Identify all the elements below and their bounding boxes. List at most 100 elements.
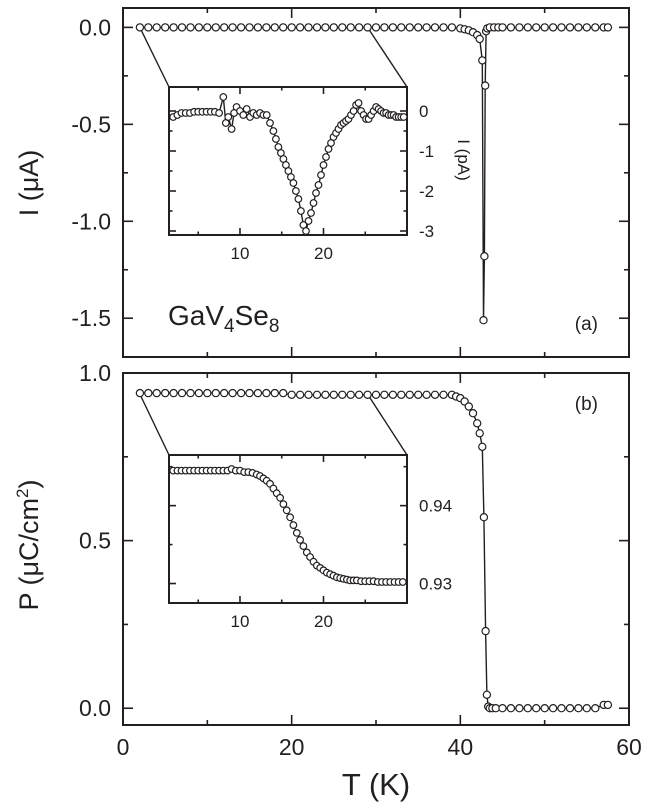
- panel-b-series-point: [414, 390, 423, 399]
- panel-a-zoom-lines: [139, 27, 408, 88]
- panel-a-inset-series-point: [312, 189, 320, 197]
- panel-a-y-tick-label: -1.5: [71, 305, 111, 331]
- panel-a-series-point: [523, 23, 533, 32]
- panel-b-ticks: [122, 372, 630, 725]
- panel-a-inset-series-point: [266, 119, 274, 127]
- panel-b-series-point: [506, 704, 516, 713]
- sample-label-mid: Se: [235, 300, 269, 331]
- panel-b-inset-series-point: [282, 506, 291, 515]
- panel-b-series-point: [478, 442, 487, 451]
- panel-a-inset-series-point: [314, 181, 323, 189]
- panel-b-inset-series-point: [276, 493, 285, 502]
- panel-b-inset-series-point: [296, 536, 305, 544]
- panel-b-inset-series-points: [169, 465, 407, 586]
- panel-b-x-tick-label: 40: [448, 734, 474, 760]
- panel-b-y-tick-label: 1.0: [79, 360, 111, 386]
- panel-b-series-point: [279, 388, 288, 398]
- panel-a-series-point: [228, 23, 237, 32]
- panel-b-frame: [122, 372, 630, 726]
- sample-label-sub2: 8: [269, 316, 280, 337]
- panel-a-series-point: [194, 23, 204, 32]
- panel-a-series-point: [144, 23, 153, 32]
- panel-b-series-point: [439, 390, 448, 399]
- panel-a-ticks: [122, 8, 630, 357]
- panel-b-series-point: [548, 704, 558, 713]
- panel-b-y-axis-label-end: ): [14, 479, 44, 488]
- panel-b-series-point: [203, 388, 212, 398]
- panel-b-inset-series-point: [279, 500, 288, 509]
- panel-b-inset-x-tick-label: 20: [314, 612, 333, 631]
- panel-b-series-point: [219, 388, 229, 398]
- panel-a-series-point: [169, 23, 178, 32]
- panel-a-series-point: [479, 316, 488, 325]
- panel-a-inset-series-point: [219, 93, 228, 101]
- panel-b-series-point: [169, 388, 178, 398]
- panel-b: 0.0 0.5 1.0 0 20 40 60 P (μC/cm2) T (K) (b) 1…: [13, 360, 642, 802]
- panel-b-zoom-lines: [139, 393, 408, 456]
- panel-a-series-point: [371, 23, 381, 32]
- panel-b-inset-series-point: [299, 542, 308, 550]
- panel-a-inset-series-point: [319, 161, 328, 169]
- panel-a-series-point: [203, 23, 212, 32]
- panel-a-series-point: [475, 34, 484, 44]
- panel-b-series-point: [194, 388, 204, 398]
- panel-b-y-axis-label: P (μC/cm2): [13, 479, 44, 610]
- panel-b-zoom-line: [139, 393, 170, 456]
- panel-a-inset-series-point: [317, 171, 325, 179]
- panel-a-series-point: [346, 23, 355, 32]
- panel-b-series-point: [135, 388, 145, 398]
- panel-b-inset-ticks: [169, 455, 407, 603]
- panel-a-series-point: [152, 23, 161, 32]
- panel-a-inset-series-point: [262, 111, 271, 119]
- panel-b-series-point: [160, 388, 170, 398]
- panel-b-series-point: [464, 402, 473, 411]
- panel-b-y-axis-label-sup: 2: [13, 488, 32, 497]
- panel-b-series-point: [532, 704, 541, 713]
- panel-b-inset-x-tick-labels: 10 20: [231, 612, 333, 631]
- panel-b-series-point: [329, 390, 338, 399]
- panel-a-series-point: [236, 23, 246, 32]
- panel-a-inset-series-point: [354, 99, 363, 107]
- panel-a-series-point: [321, 23, 330, 32]
- panel-a-inset-series-point: [227, 125, 236, 133]
- panel-b-inset: 10 20 0.93 0.94: [168, 454, 452, 631]
- panel-b-series-point: [523, 704, 533, 713]
- panel-b-series-point: [397, 390, 406, 399]
- panel-b-inset-series-point: [292, 529, 301, 537]
- panel-a-inset-series-point: [239, 111, 248, 119]
- panel-a-series-point: [439, 23, 448, 32]
- panel-a-inset-y-tick-label: -2: [419, 182, 434, 201]
- panel-b-series-point: [321, 390, 330, 399]
- panel-a-y-tick-label: -1.0: [71, 208, 111, 234]
- panel-b-inset-y-tick-label: 0.94: [419, 497, 452, 516]
- panel-b-label: (b): [575, 394, 598, 415]
- panel-a-inset-series-point: [322, 153, 330, 161]
- panel-b-series-point: [363, 390, 372, 399]
- panel-a-series-point: [591, 23, 600, 32]
- panel-a-inset-series-point: [242, 105, 251, 113]
- panel-b-inset-series-point: [398, 578, 407, 586]
- panel-a-series-point: [574, 23, 583, 32]
- panel-a-inset-y-tick-labels: 0 -1 -2 -3: [419, 102, 434, 241]
- panel-b-series-point: [245, 388, 254, 398]
- panel-a: 0.0 -0.5 -1.0 -1.5 I (μA) (a) GaV4Se8 10 20 …: [14, 7, 630, 358]
- panel-b-x-tick-labels: 0 20 40 60: [117, 734, 642, 760]
- panel-a-zoom-line: [366, 27, 408, 88]
- panel-b-series-point: [295, 390, 305, 399]
- panel-a-inset-frame: [168, 86, 408, 236]
- panel-a-inset-series-point: [399, 113, 408, 121]
- panel-a-inset-series-point: [269, 127, 278, 135]
- panel-a-series-point: [177, 23, 187, 32]
- panel-a-series-point: [287, 23, 296, 32]
- panel-a-inset-x-tick-label: 20: [314, 244, 333, 263]
- panel-a-series-point: [279, 23, 288, 32]
- panel-b-y-tick-label: 0.0: [79, 695, 111, 721]
- panel-a-inset-series-point: [309, 199, 318, 207]
- panel-a-series-point: [422, 23, 431, 32]
- panel-b-inset-series-line: [173, 468, 403, 583]
- panel-a-inset-series-point: [307, 209, 315, 217]
- panel-b-series-point: [565, 704, 575, 713]
- panel-a-series-point: [270, 23, 279, 32]
- panel-a-series-point: [304, 23, 313, 32]
- panel-b-inset-x-tick-label: 10: [231, 612, 250, 631]
